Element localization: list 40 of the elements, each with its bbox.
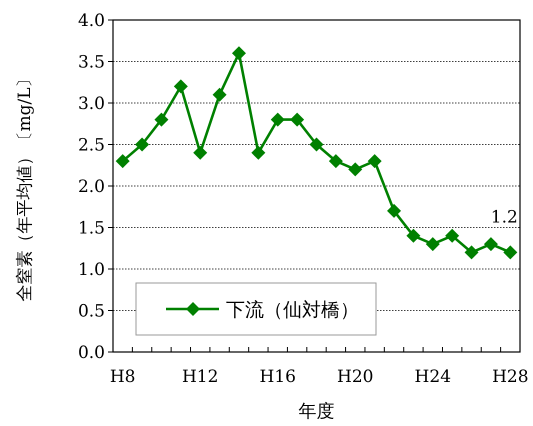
x-axis-title: 年度 [298,401,334,422]
point [445,228,460,243]
point [212,88,227,102]
y-tick-label: 3.5 [78,52,105,72]
x-tick-label: H16 [260,367,296,387]
point [290,112,304,127]
point [503,245,518,260]
point [328,154,343,168]
point [310,138,324,152]
point [174,79,188,94]
point [368,154,382,168]
data-label: 1.2 [490,207,518,228]
point [464,245,479,260]
x-tick-label: H8 [110,367,136,387]
point [270,112,285,127]
point [135,138,150,152]
y-tick-label: 0.0 [78,343,105,363]
point [116,154,130,168]
point [251,146,266,160]
point [232,46,246,60]
point [154,112,168,127]
y-tick-label: 2.5 [78,136,105,156]
x-tick-label: H28 [492,367,529,387]
point [406,228,420,243]
point [484,237,498,252]
legend-label: 下流（仙対橋） [226,299,359,321]
point [426,237,440,252]
point [348,162,362,176]
y-tick-label: 1.0 [78,260,105,280]
x-tick-label: H12 [182,367,218,387]
y-tick-label: 3.0 [78,94,105,114]
y-tick-label: 1.5 [78,218,105,238]
x-tick-label: H20 [337,367,374,387]
point [387,204,402,218]
y-tick-label: 4.0 [78,11,105,31]
x-tick-label: H24 [414,367,452,387]
y-tick-label: 2.0 [78,177,105,197]
y-axis-title: 全窒素（年平均値）〔mg/L〕 [15,70,35,302]
y-tick-label: 0.5 [78,302,105,322]
point [193,146,208,160]
